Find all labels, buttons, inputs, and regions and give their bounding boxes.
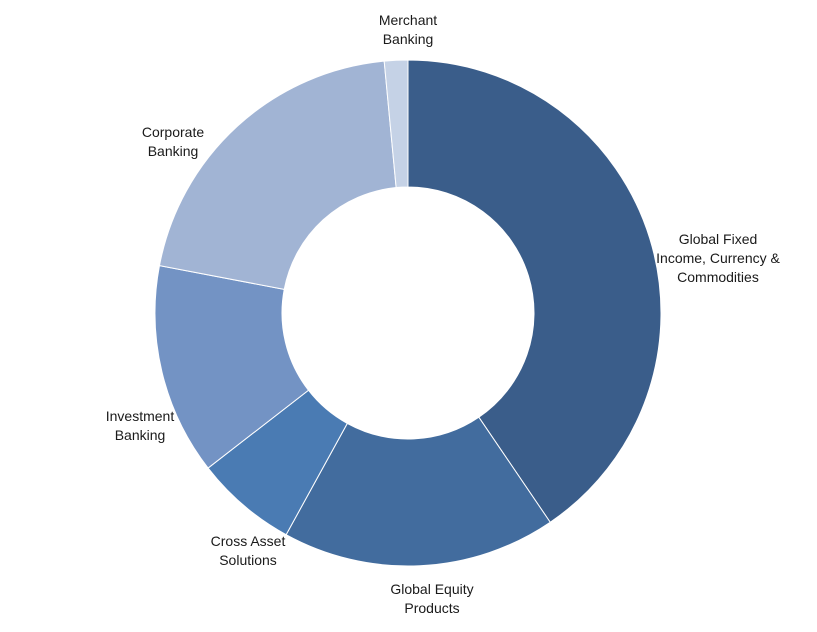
donut-slice-1 (285, 416, 551, 567)
slice-label-line: Cross Asset (211, 533, 286, 549)
slice-label-1: Global Equity Products (390, 581, 473, 616)
slice-label-3: Investment Banking (106, 408, 175, 443)
donut-slice-4 (158, 60, 397, 290)
slice-label-line: Commodities (677, 269, 759, 285)
donut-slice-5 (383, 59, 409, 189)
slice-label-line: Merchant (379, 12, 437, 28)
slice-label-0: Global Fixed Income, Currency & Commoditie… (656, 231, 780, 285)
slice-label-line: Corporate (142, 124, 204, 140)
slice-label-line: Banking (148, 143, 199, 159)
labels-layer: Global Fixed Income, Currency & Commoditie… (106, 12, 781, 616)
slice-label-2: Cross Asset Solutions (211, 533, 286, 568)
donut-slice-0 (407, 59, 662, 523)
slice-label-4: Corporate Banking (142, 124, 204, 159)
slice-label-line: Banking (115, 427, 166, 443)
slices-layer (154, 59, 662, 567)
donut-slice-3 (154, 265, 310, 469)
slice-label-line: Income, Currency & (656, 250, 780, 266)
slice-label-line: Solutions (219, 552, 277, 568)
slice-label-line: Global Fixed (679, 231, 758, 247)
slice-label-5: Merchant Banking (379, 12, 437, 47)
slice-label-line: Investment (106, 408, 175, 424)
slice-label-line: Global Equity (390, 581, 473, 597)
slice-label-line: Products (404, 600, 459, 616)
slice-label-line: Banking (383, 31, 434, 47)
